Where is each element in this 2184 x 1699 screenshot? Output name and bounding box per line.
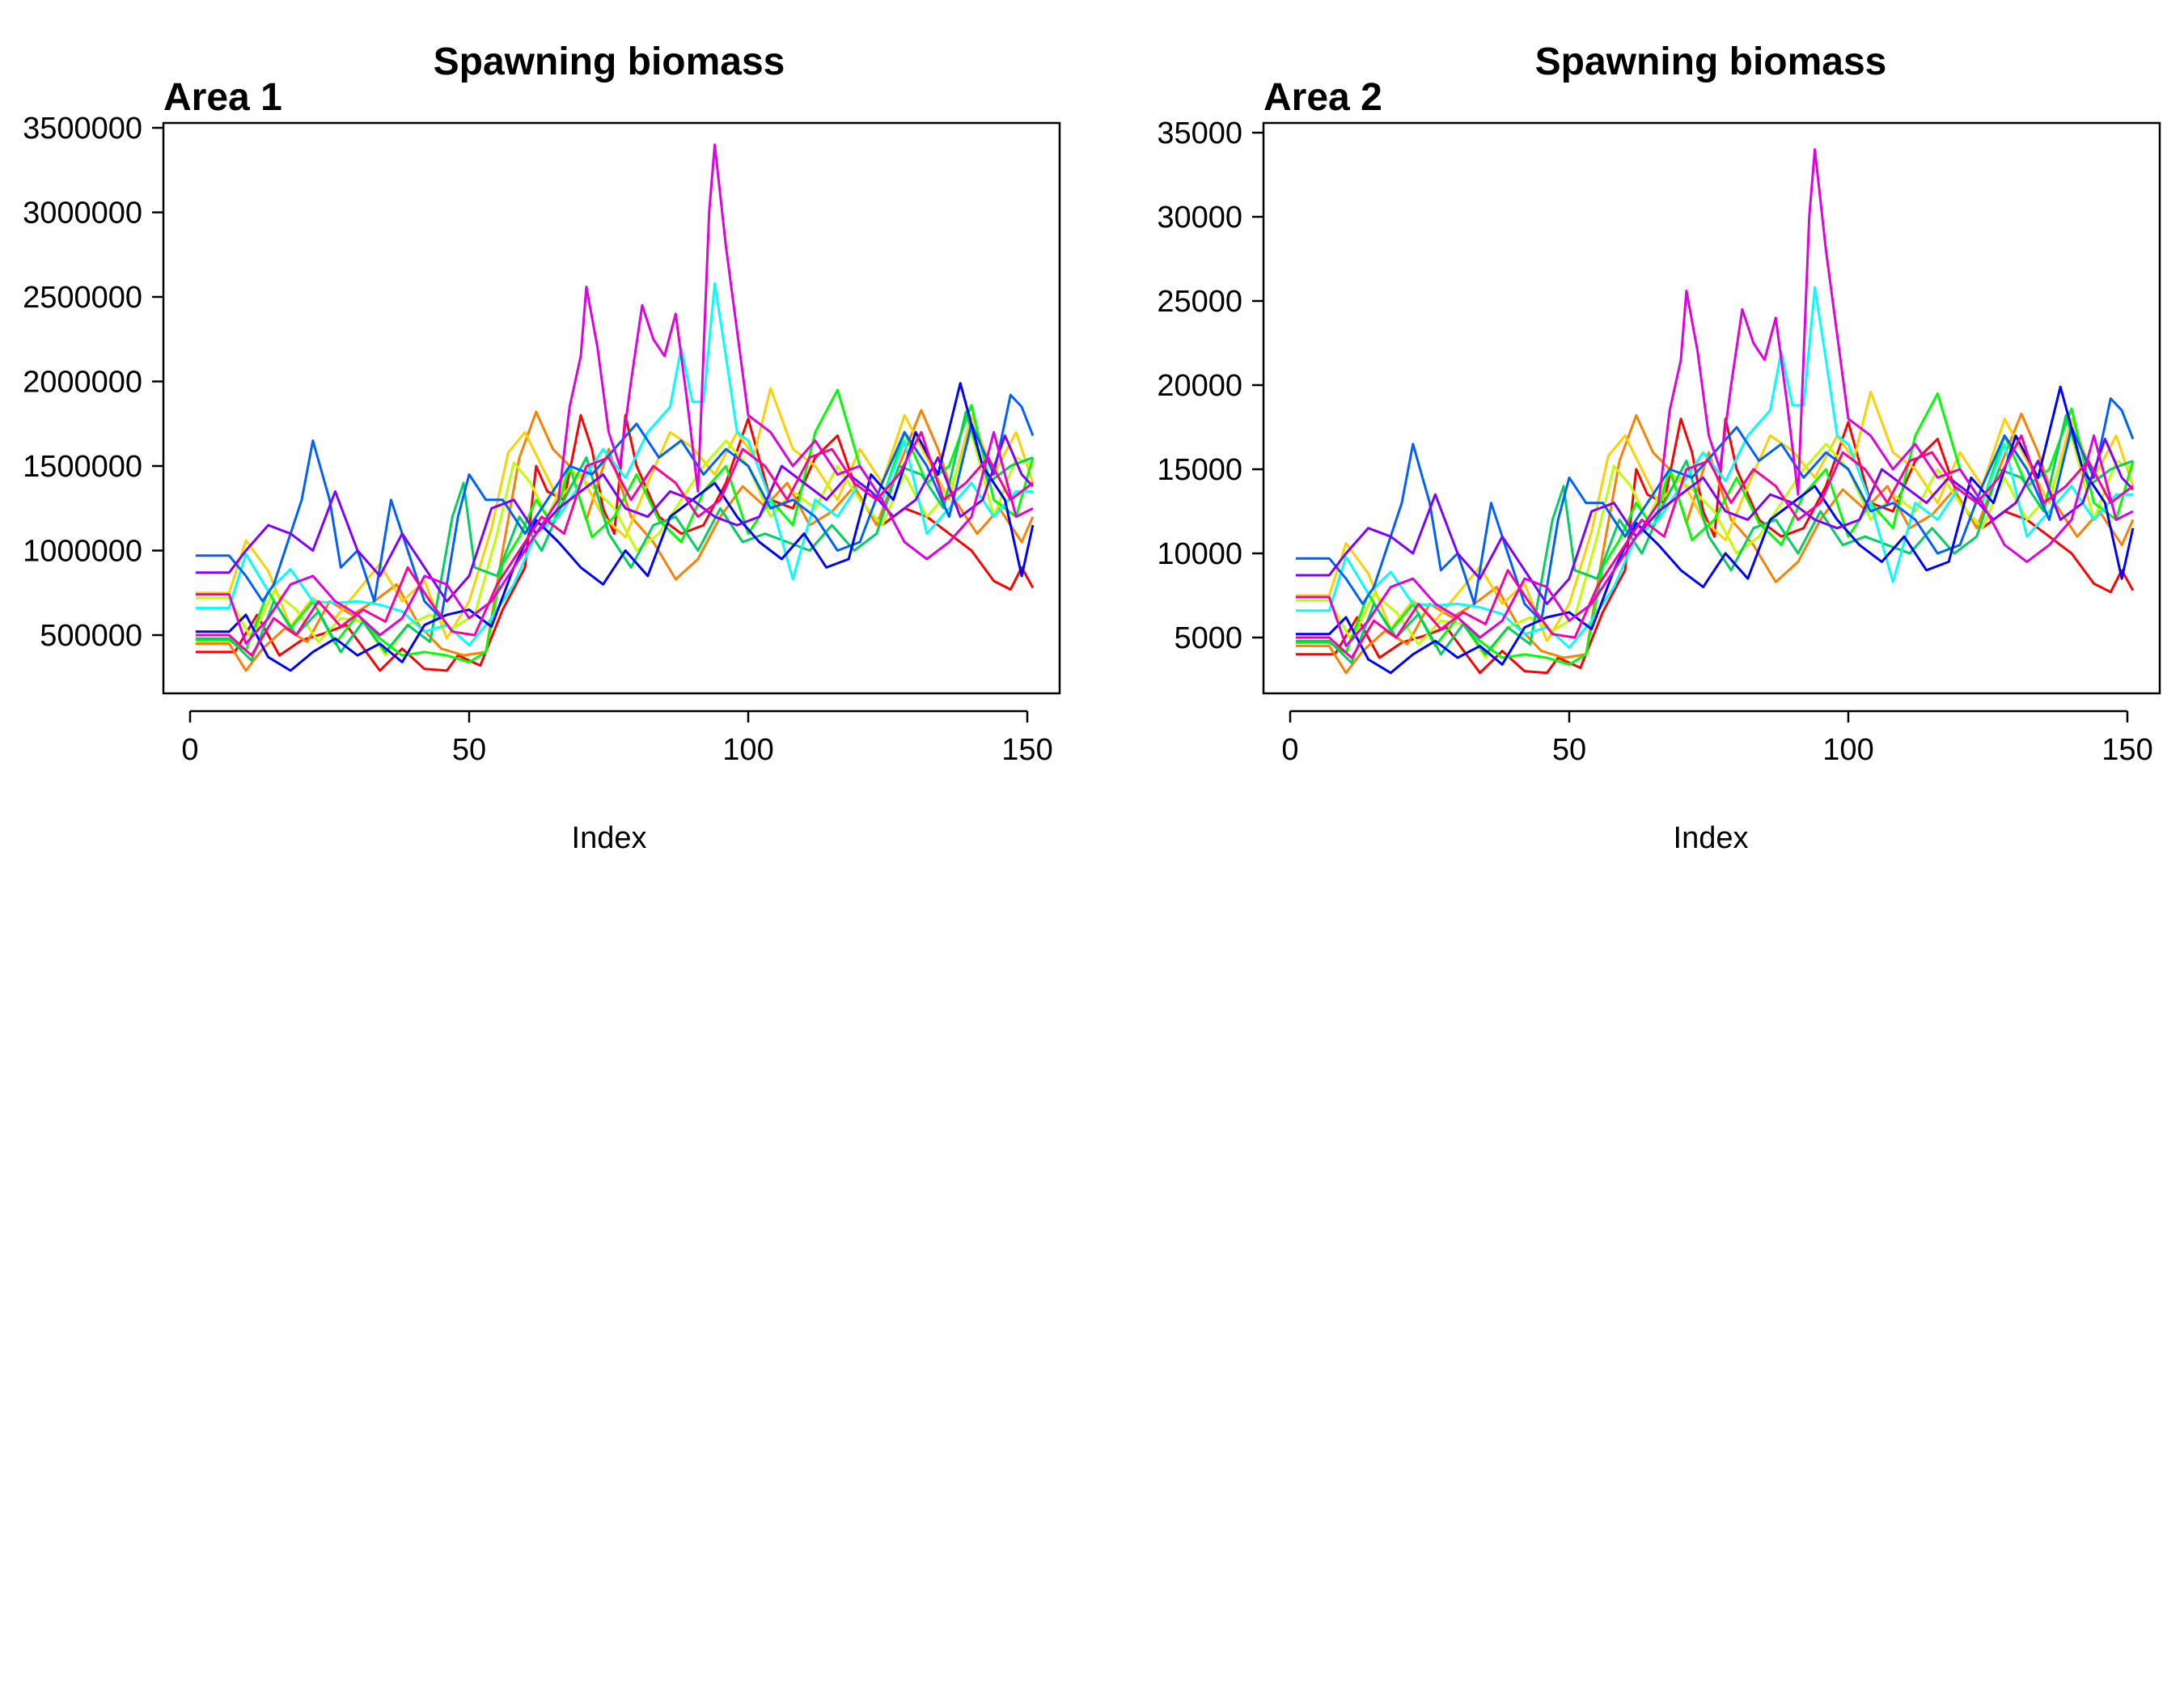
x-tick-label: 0 (1281, 733, 1298, 767)
x-tick-label: 50 (1552, 733, 1586, 767)
y-tick-label: 30000 (1157, 201, 1242, 235)
y-tick-label: 1500000 (23, 450, 142, 484)
series-line (1295, 390, 2135, 642)
panel-label-area-1: Area 1 (163, 76, 282, 119)
series-line (195, 388, 1035, 663)
series-line (195, 387, 1035, 640)
series-line (195, 410, 1034, 662)
series-line (195, 393, 1035, 620)
series-line (1295, 413, 2134, 664)
x-tick-label: 100 (722, 733, 773, 767)
y-tick-label: 2500000 (23, 281, 142, 315)
series-line (195, 282, 1033, 646)
y-tick-label: 5000 (1174, 621, 1242, 655)
x-tick-label: 150 (2101, 733, 2152, 767)
series-line (1295, 438, 2134, 605)
x-tick-label: 0 (181, 733, 198, 767)
chart-panel-area-1: Spawning biomass Area 1 500000 1000000 150… (23, 40, 1061, 855)
x-axis-label-area-2: Index (1674, 821, 1749, 855)
x-tick-label: 50 (452, 733, 486, 767)
x-axis-area-2: 0 50 100 150 (1281, 710, 2153, 767)
y-tick-label: 500000 (40, 619, 142, 653)
series-line (195, 430, 1034, 657)
series-line (1295, 397, 2135, 622)
series-line (195, 143, 1034, 645)
y-tick-label: 15000 (1157, 453, 1242, 487)
y-tick-label: 2000000 (23, 366, 142, 400)
series-line (195, 434, 1034, 603)
y-tick-label: 3000000 (23, 197, 142, 231)
series-group-area-1 (195, 143, 1035, 672)
y-axis-area-1: 500000 1000000 1500000 2000000 2500000 300000… (23, 112, 163, 653)
y-tick-label: 25000 (1157, 285, 1242, 319)
chart-title-area-1: Spawning biomass (434, 40, 785, 83)
series-line (1295, 392, 2135, 666)
plot-frame-area-1 (162, 121, 1061, 695)
series-group-area-2 (1295, 148, 2135, 675)
series-line (1295, 434, 2134, 659)
y-tick-label: 10000 (1157, 537, 1242, 571)
y-tick-label: 20000 (1157, 369, 1242, 403)
chart-panel-area-2: Spawning biomass Area 2 5000 10000 15000 20… (1157, 40, 2161, 855)
y-tick-label: 3500000 (23, 112, 142, 146)
series-line (1295, 148, 2134, 647)
chart-title-area-2: Spawning biomass (1535, 40, 1887, 83)
x-axis-label-area-1: Index (572, 821, 647, 855)
x-tick-label: 100 (1822, 733, 1873, 767)
plot-frame-area-2 (1262, 121, 2161, 695)
y-tick-label: 35000 (1157, 117, 1242, 150)
y-tick-label: 1000000 (23, 535, 142, 569)
x-axis-area-1: 0 50 100 150 (181, 710, 1053, 767)
series-line (1295, 286, 2133, 649)
x-tick-label: 150 (1001, 733, 1052, 767)
panel-label-area-2: Area 2 (1263, 76, 1382, 119)
y-axis-area-2: 5000 10000 15000 20000 25000 30000 35000 (1157, 117, 1263, 655)
